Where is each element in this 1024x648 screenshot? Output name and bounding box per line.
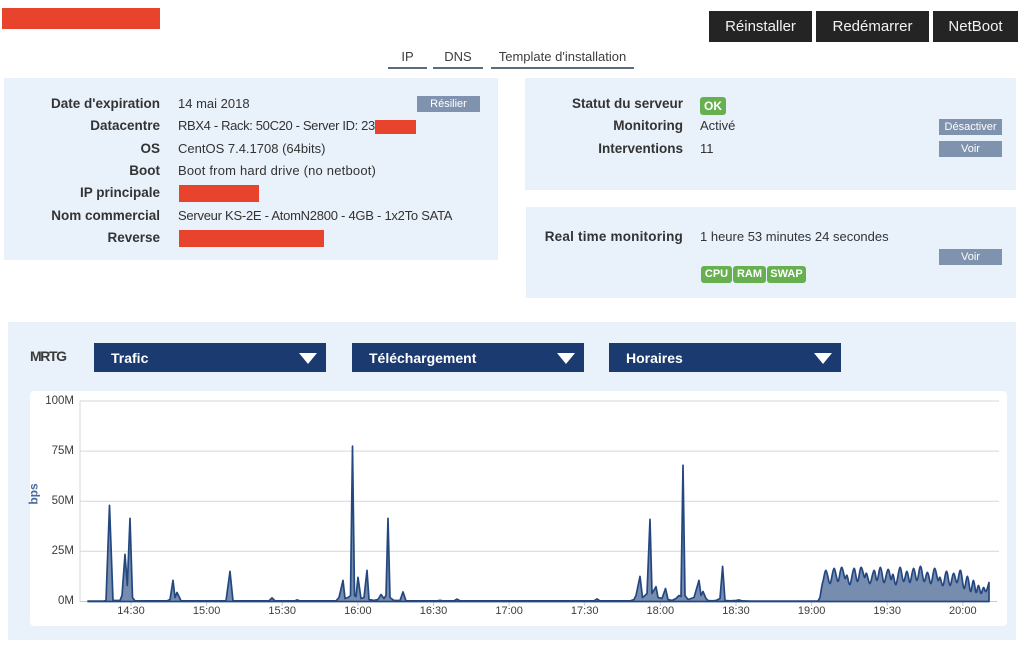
svg-text:19:30: 19:30 (873, 605, 901, 617)
svg-text:17:30: 17:30 (571, 605, 599, 617)
svg-text:18:00: 18:00 (647, 605, 675, 617)
svg-text:17:00: 17:00 (495, 605, 523, 617)
svg-text:15:30: 15:30 (268, 605, 296, 617)
svg-text:20:00: 20:00 (949, 605, 977, 617)
svg-text:15:00: 15:00 (193, 605, 221, 617)
svg-text:14:30: 14:30 (117, 605, 145, 617)
svg-text:19:00: 19:00 (798, 605, 826, 617)
svg-text:16:30: 16:30 (420, 605, 448, 617)
svg-text:18:30: 18:30 (722, 605, 750, 617)
svg-text:16:00: 16:00 (344, 605, 372, 617)
